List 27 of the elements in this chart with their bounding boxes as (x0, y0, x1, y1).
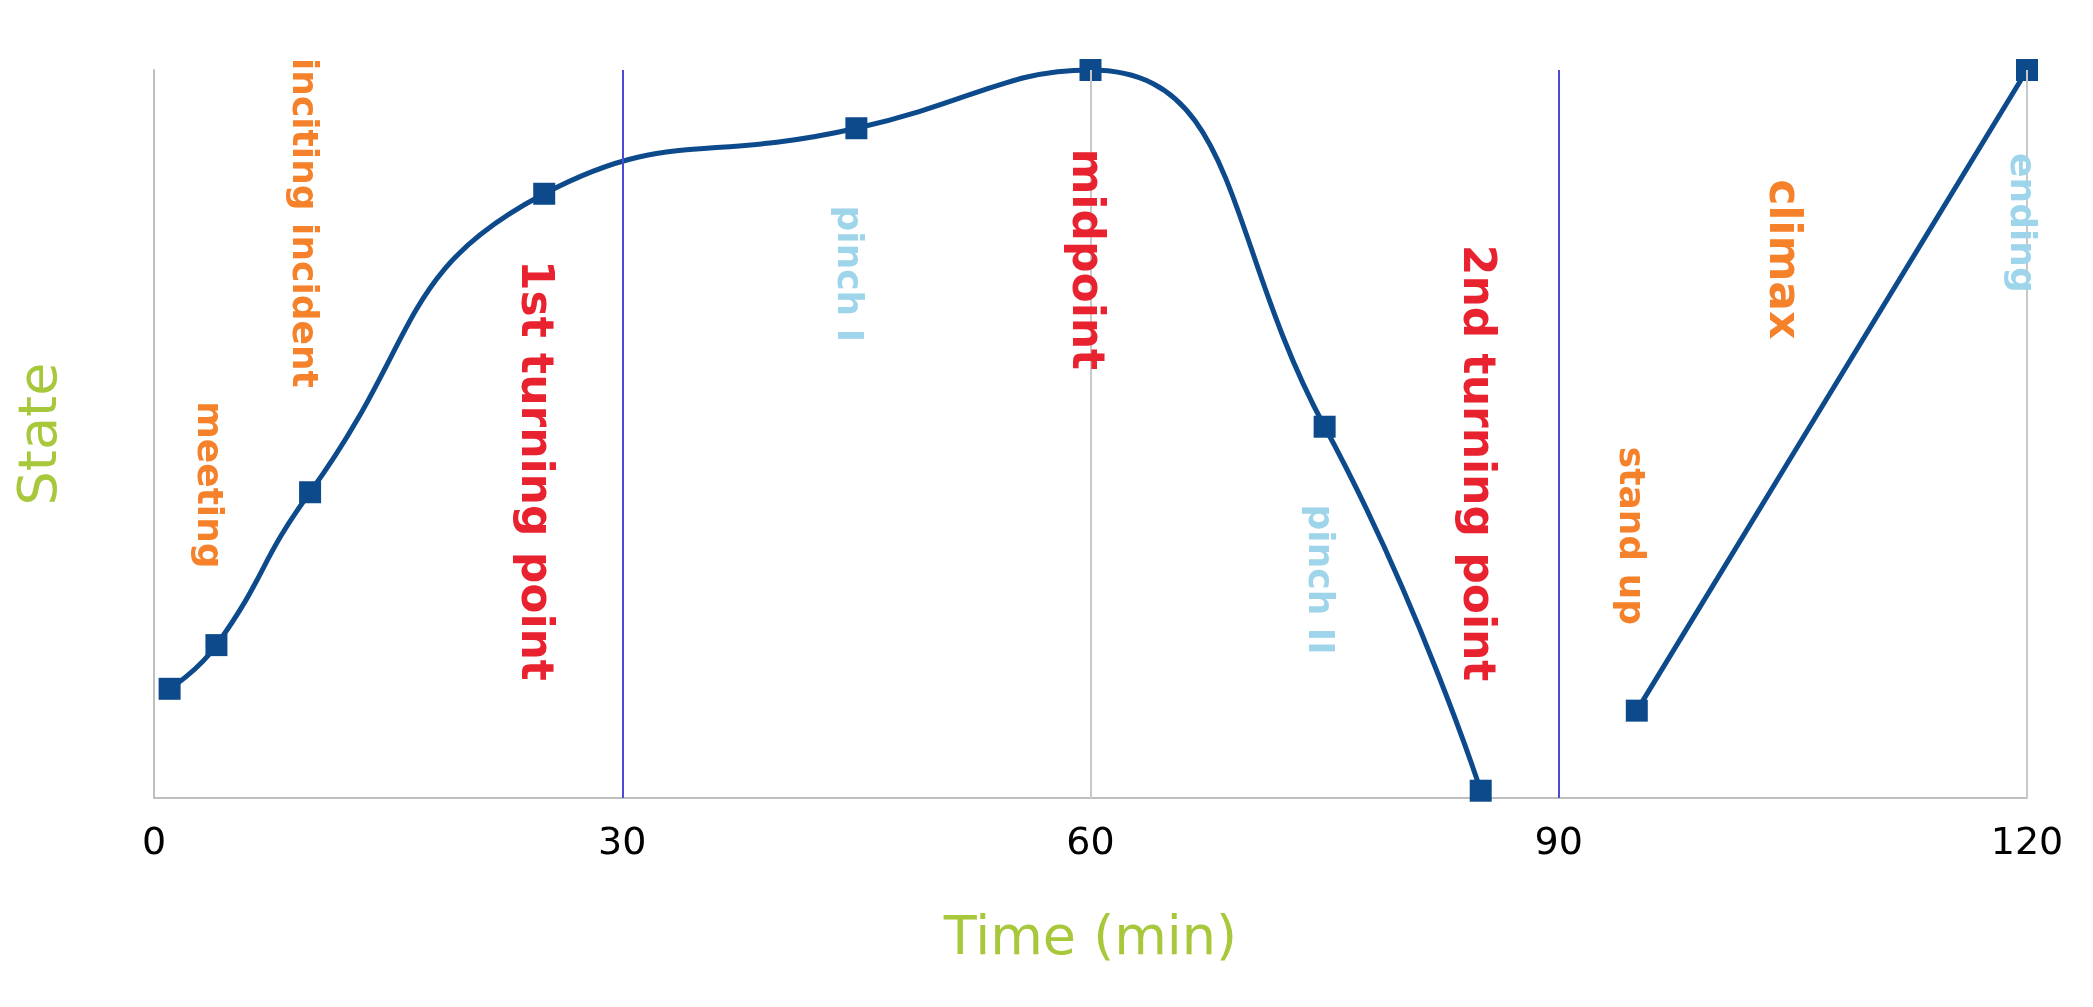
annotation: pinch II (1301, 504, 1342, 655)
point (2016, 59, 2038, 81)
annotation: inciting incident (284, 57, 326, 388)
annotation: pinch I (829, 205, 871, 343)
point (533, 182, 556, 205)
x-tick-label: 120 (1990, 819, 2064, 863)
point (1079, 59, 1102, 81)
point (1625, 699, 1648, 722)
x-tick-label: 0 (141, 819, 167, 863)
point (205, 634, 228, 657)
point (158, 677, 181, 700)
annotation: climax (1759, 179, 1811, 340)
annotation: ending (2003, 153, 2045, 293)
annotation: midpoint (1063, 148, 1115, 371)
annotation: meeting (189, 401, 231, 569)
x-tick-label: 30 (598, 819, 647, 863)
point (1313, 415, 1336, 438)
annotation: 2nd turning point (1453, 244, 1505, 682)
y-axis-title: State (5, 362, 69, 506)
x-tick-label: 90 (1534, 819, 1583, 863)
x-tick-label: 60 (1066, 819, 1115, 863)
x-axis-title: Time (min) (942, 903, 1238, 967)
annotation: stand up (1611, 446, 1653, 626)
annotation: 1st turning point (512, 259, 564, 681)
point (845, 117, 868, 140)
point (1469, 779, 1492, 802)
point (299, 481, 322, 504)
